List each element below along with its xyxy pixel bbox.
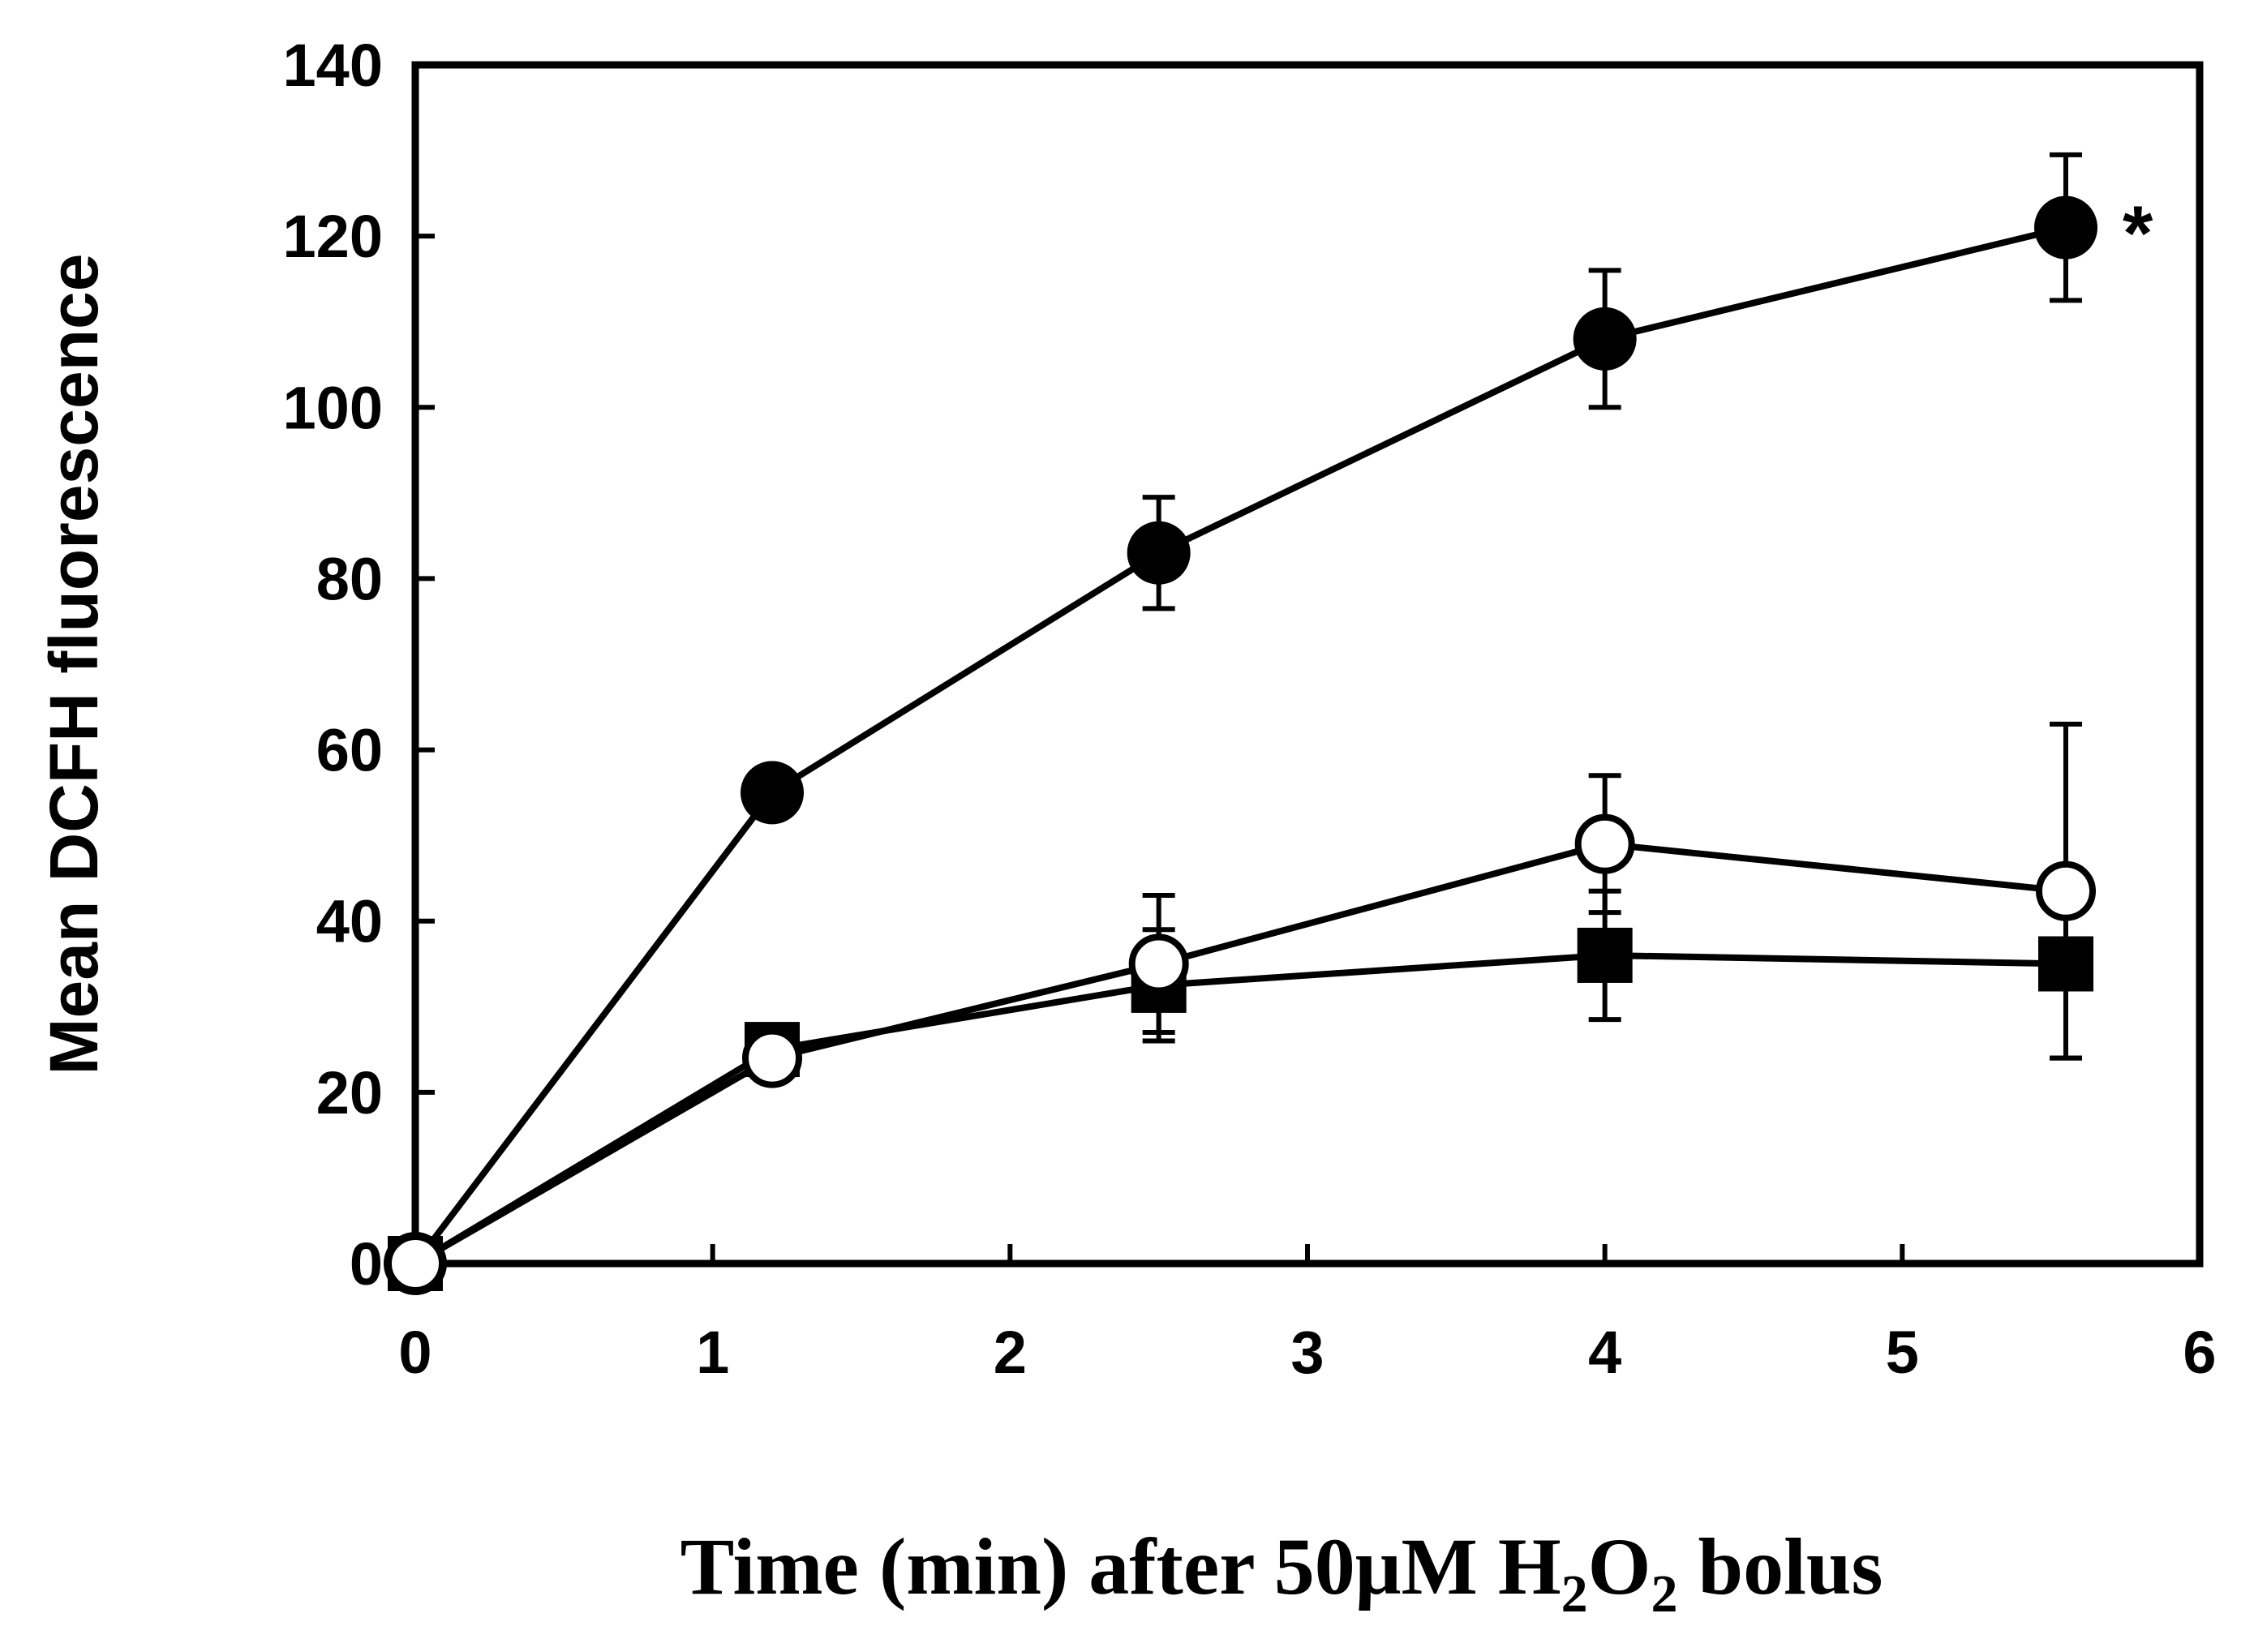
y-tick-label: 100	[283, 374, 383, 441]
y-axis-ticks: 0 20 40 60 80 100 120 140	[283, 32, 435, 1298]
x-tick-label: 4	[1588, 1319, 1621, 1386]
y-tick-label: 80	[316, 545, 383, 612]
annotation-layer: *	[2123, 191, 2153, 277]
data-point-filled-circle	[741, 761, 804, 825]
data-point-open-circle	[385, 1234, 445, 1294]
data-point-filled-circle	[2034, 195, 2097, 260]
y-tick-label: 0	[350, 1230, 383, 1298]
series-line	[413, 951, 2067, 1267]
x-axis-label: Time (min) after 50μM H2O2 bolus	[680, 1521, 1883, 1624]
x-tick-label: 2	[994, 1319, 1027, 1386]
y-tick-label: 120	[283, 203, 383, 270]
x-tick-label: 5	[1886, 1319, 1919, 1386]
x-axis-ticks: 0 1 2 3 4 5 6	[398, 1244, 2217, 1386]
x-axis-label-sub1: 2	[1561, 1564, 1588, 1624]
x-tick-label: 6	[2183, 1319, 2216, 1386]
y-axis-label: Mean DCFH fluorescence	[36, 254, 112, 1075]
y-tick-label: 60	[316, 717, 383, 784]
x-tick-label: 0	[398, 1319, 431, 1386]
series-line	[414, 840, 2067, 1267]
data-point-filled-circle	[1127, 521, 1191, 585]
y-tick-label: 20	[316, 1059, 383, 1126]
x-axis-label-sub2: 2	[1651, 1564, 1677, 1624]
data-point-open-circle	[1574, 813, 1635, 874]
x-axis-label-suffix: bolus	[1677, 1521, 1883, 1611]
series-layer	[384, 152, 2097, 1295]
data-point-filled-circle	[1573, 307, 1637, 371]
data-point-square	[2038, 936, 2093, 992]
x-axis-label-prefix: Time (min) after 50μM H	[680, 1521, 1561, 1611]
data-point-square	[1577, 927, 1633, 983]
data-point-open-circle	[2036, 860, 2096, 921]
data-point-open-circle	[742, 1028, 802, 1088]
y-tick-label: 140	[283, 32, 383, 99]
x-tick-label: 3	[1290, 1319, 1324, 1386]
x-tick-label: 1	[696, 1319, 729, 1386]
x-axis-label-mid: O	[1588, 1521, 1651, 1611]
plot-frame	[411, 61, 2204, 1268]
y-tick-label: 40	[316, 888, 383, 955]
significance-marker: *	[2123, 191, 2153, 277]
series-line	[412, 224, 2067, 1266]
data-point-open-circle	[1128, 933, 1189, 994]
